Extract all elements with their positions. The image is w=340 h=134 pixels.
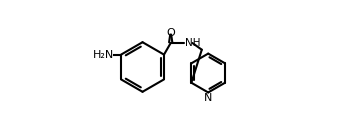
Text: H₂N: H₂N (92, 50, 114, 60)
Text: O: O (166, 28, 175, 38)
Text: N: N (204, 93, 212, 103)
Text: NH: NH (185, 38, 200, 48)
